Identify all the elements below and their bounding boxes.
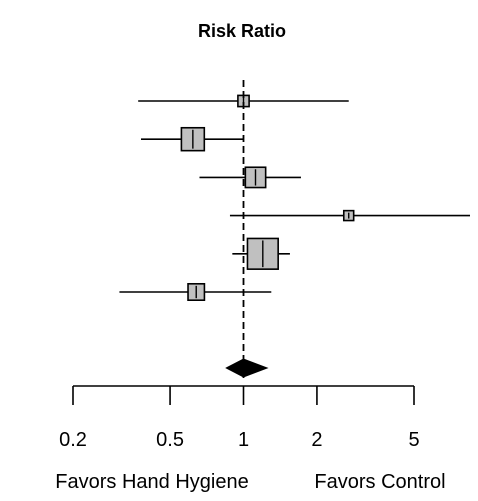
x-tick-label-4: 2 [311,429,322,451]
favors-left-label: Favors Hand Hygiene [55,471,248,493]
x-tick-label-1: 0.2 [59,429,87,451]
chart-title: Risk Ratio [198,21,286,41]
x-tick-label-3: 1 [238,429,249,451]
favors-right-label: Favors Control [314,471,445,493]
x-tick-label-5: 5 [408,429,419,451]
x-tick-label-2: 0.5 [156,429,184,451]
pooled-diamond [225,358,269,378]
